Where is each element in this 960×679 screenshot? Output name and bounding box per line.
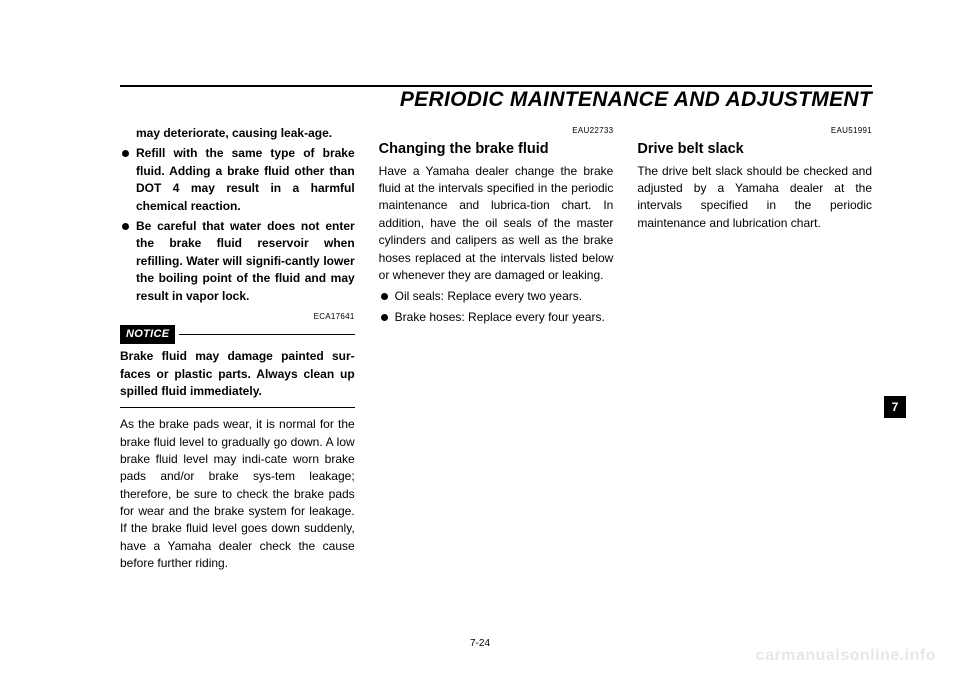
col2-bullets: Oil seals: Replace every two years. Brak… — [379, 288, 614, 326]
chapter-number: 7 — [892, 400, 899, 414]
notice-text: Brake fluid may damage painted sur-faces… — [120, 348, 355, 400]
col2-bullet-2: Brake hoses: Replace every four years. — [379, 309, 614, 326]
col2-bullet-1-text: Oil seals: Replace every two years. — [395, 289, 582, 303]
column-3: EAU51991 Drive belt slack The drive belt… — [637, 125, 872, 576]
column-1: may deteriorate, causing leak-age. /* ov… — [120, 125, 355, 576]
notice-rule — [179, 334, 354, 336]
warning-bullets: Refill with the same type of brake fluid… — [120, 145, 355, 305]
notice-end-rule — [120, 407, 355, 409]
warning-bullet-2: Be careful that water does not enter the… — [120, 218, 355, 305]
warning-cont-text: may deteriorate, causing leak-age. — [136, 126, 332, 140]
content-columns: may deteriorate, causing leak-age. /* ov… — [120, 125, 872, 576]
col2-bullet-1: Oil seals: Replace every two years. — [379, 288, 614, 305]
warning-bullet-1-text: Refill with the same type of brake fluid… — [136, 146, 355, 212]
col3-title: Drive belt slack — [637, 139, 872, 160]
warning-bullet-2-text: Be careful that water does not enter the… — [136, 219, 355, 303]
col2-refcode: EAU22733 — [379, 125, 614, 137]
column-2: EAU22733 Changing the brake fluid Have a… — [379, 125, 614, 576]
notice-badge: NOTICE — [120, 325, 175, 345]
manual-page: { "layout": { "page_w": 960, "page_h": 6… — [0, 0, 960, 679]
brake-wear-paragraph: As the brake pads wear, it is normal for… — [120, 416, 355, 573]
notice-refcode: ECA17641 — [120, 311, 355, 323]
warning-cont-line: may deteriorate, causing leak-age. — [120, 125, 355, 142]
page-number: 7-24 — [470, 638, 490, 649]
warning-bullet-1: Refill with the same type of brake fluid… — [120, 145, 355, 215]
col2-paragraph: Have a Yamaha dealer change the brake fl… — [379, 163, 614, 285]
col2-bullet-2-text: Brake hoses: Replace every four years. — [395, 310, 605, 324]
col3-refcode: EAU51991 — [637, 125, 872, 137]
page-header-title: PERIODIC MAINTENANCE AND ADJUSTMENT — [400, 88, 872, 112]
watermark: carmanualsonline.info — [756, 647, 936, 665]
notice-heading: NOTICE — [120, 325, 355, 345]
col2-title: Changing the brake fluid — [379, 139, 614, 160]
chapter-tab: 7 — [884, 396, 906, 418]
warning-continuation-list: may deteriorate, causing leak-age. — [120, 125, 355, 142]
header-rule — [120, 85, 872, 87]
col3-paragraph: The drive belt slack should be checked a… — [637, 163, 872, 233]
